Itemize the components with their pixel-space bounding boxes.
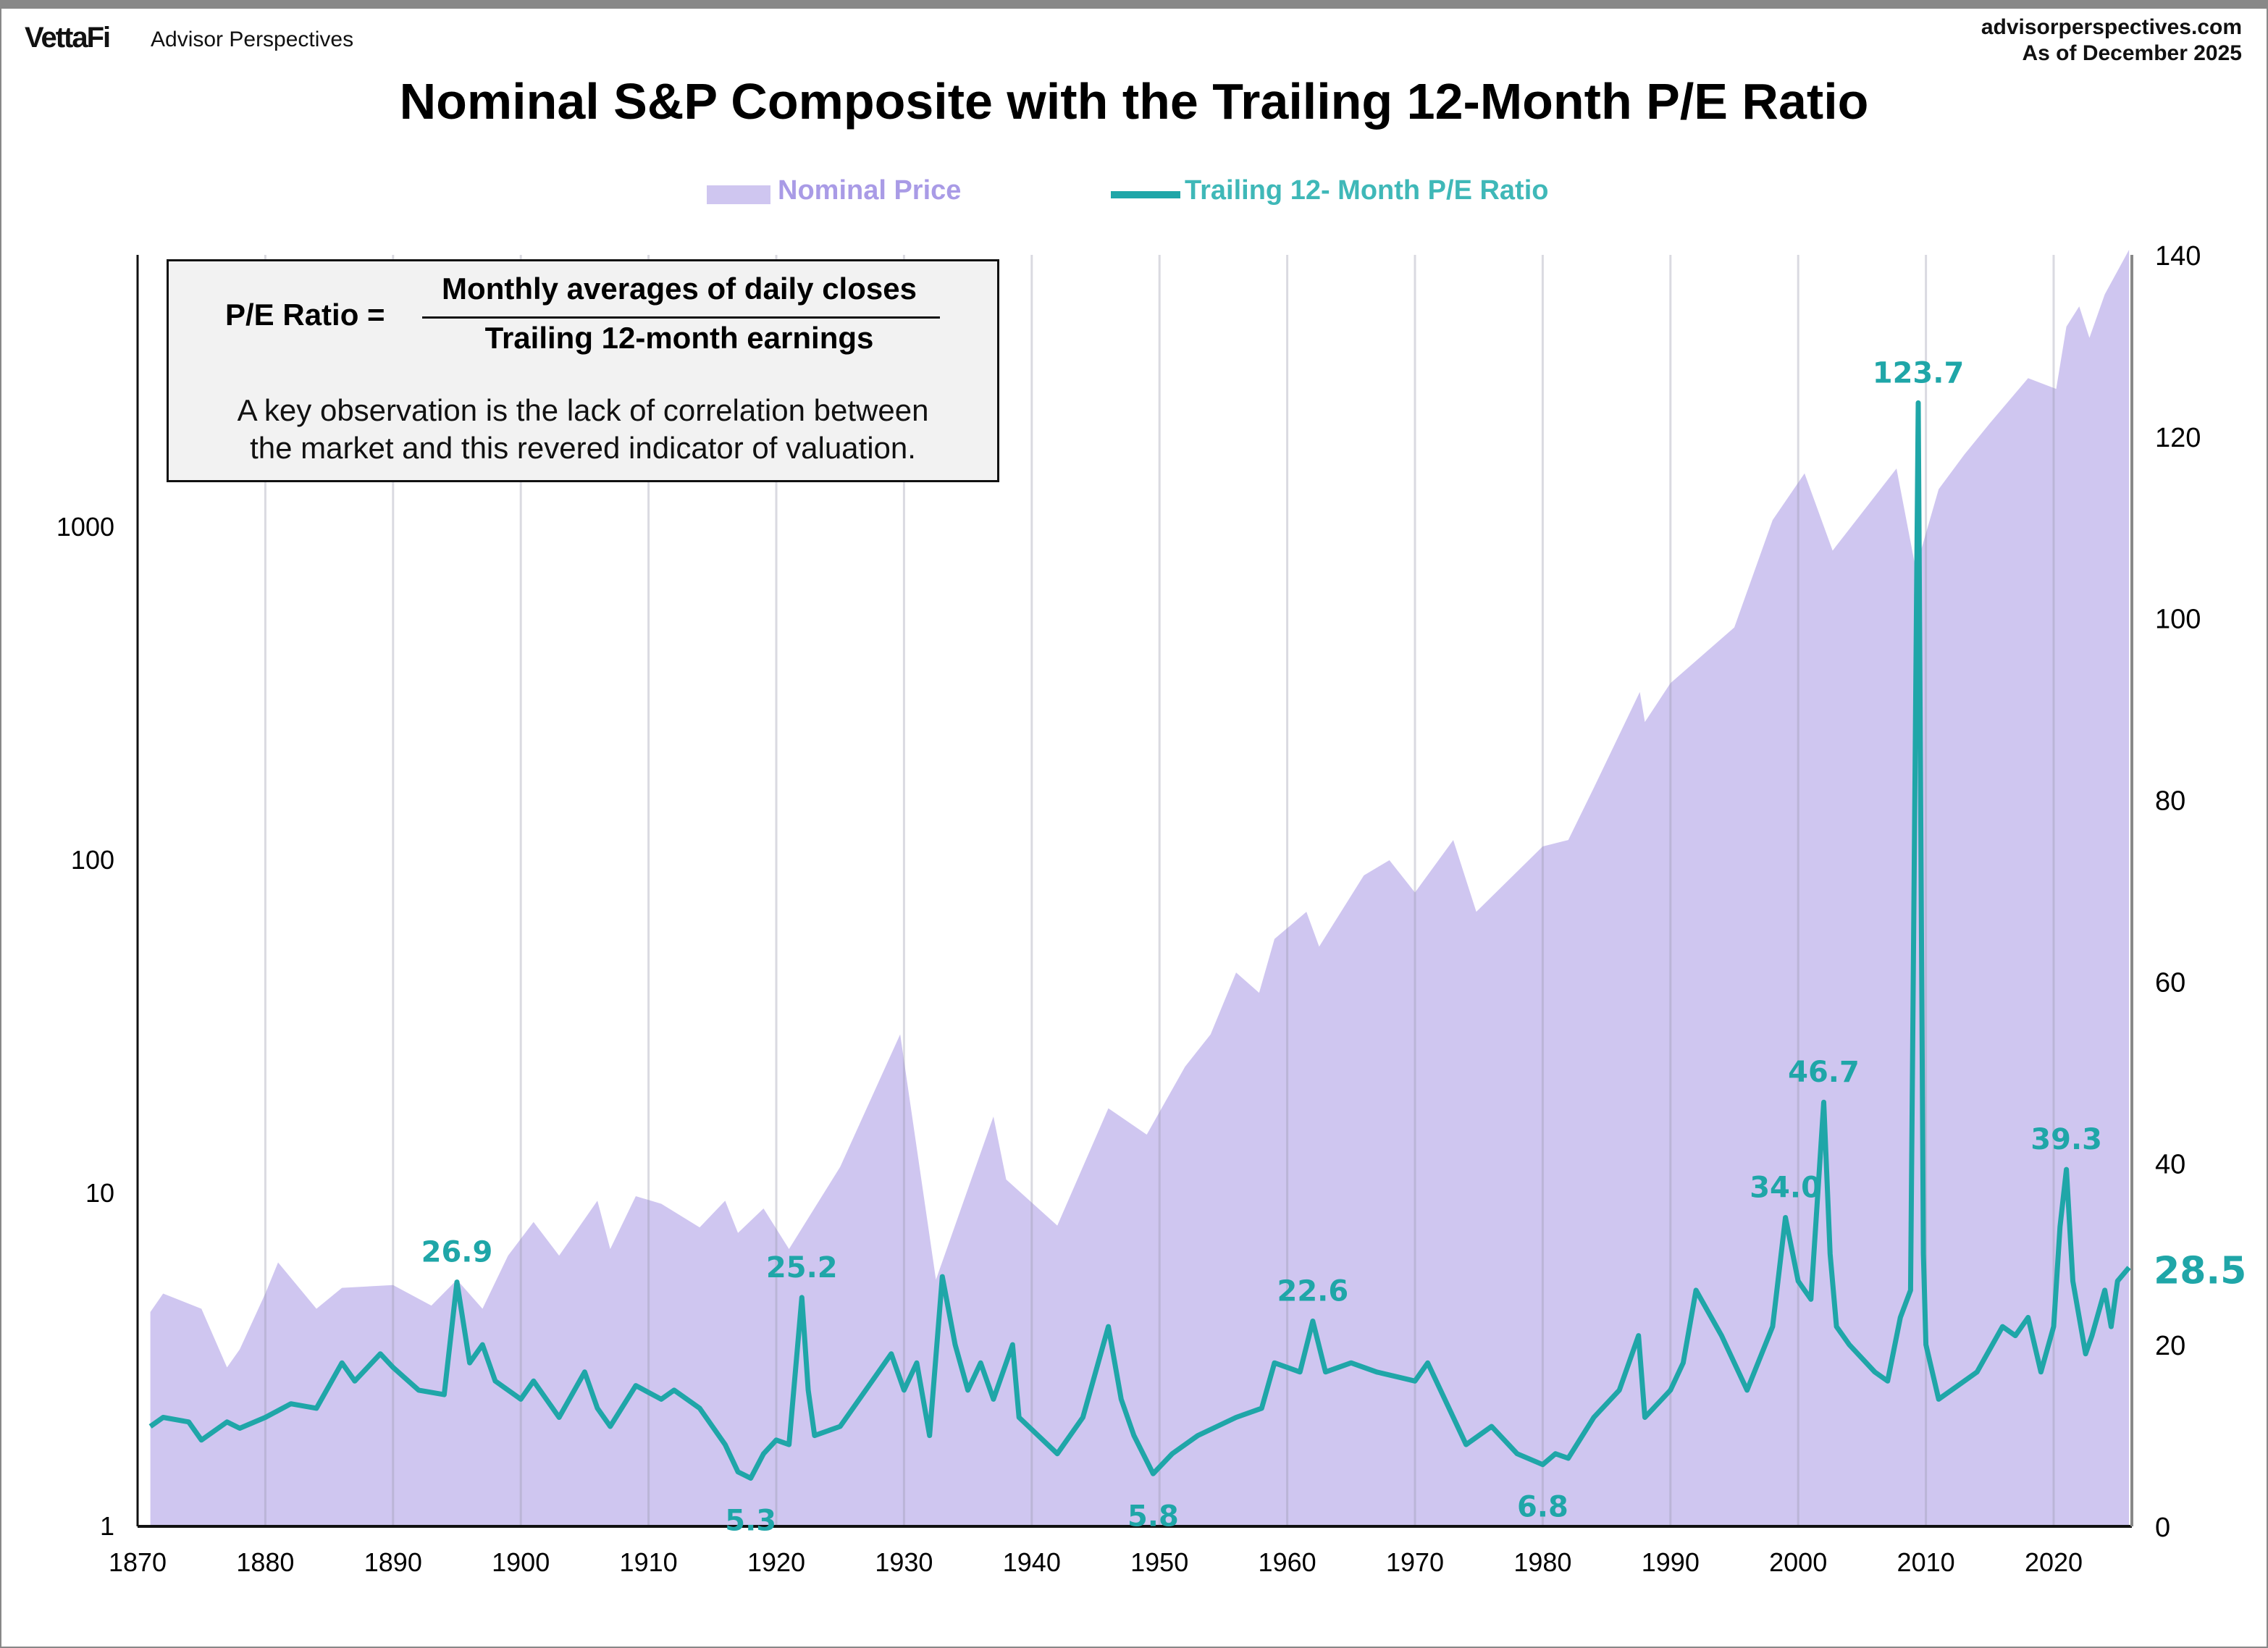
as-of-date: As of December 2025: [2022, 41, 2243, 65]
chart-title: Nominal S&P Composite with the Trailing …: [399, 73, 1869, 130]
pe-annotation-34.0: 34.0: [1750, 1172, 1821, 1205]
info-box: P/E Ratio = Monthly averages of daily cl…: [167, 259, 999, 482]
y-right-tick-20: 20: [2155, 1331, 2185, 1361]
x-tick-2020: 2020: [2025, 1547, 2083, 1577]
y-left-tick-1: 1: [100, 1511, 114, 1541]
x-tick-2000: 2000: [1769, 1547, 1827, 1577]
x-tick-1990: 1990: [1642, 1547, 1700, 1577]
nominal-price-area: [150, 250, 2130, 1526]
pe-annotation-5.3: 5.3: [725, 1505, 776, 1538]
y-right-tick-40: 40: [2155, 1149, 2185, 1180]
x-tick-1900: 1900: [492, 1547, 550, 1577]
y-right-tick-0: 0: [2155, 1513, 2170, 1543]
x-tick-1950: 1950: [1130, 1547, 1188, 1577]
legend-swatch-price: [707, 185, 770, 204]
pe-annotation-26.9: 26.9: [421, 1236, 493, 1269]
y-right-tick-140: 140: [2155, 241, 2201, 272]
pe-annotation-46.7: 46.7: [1788, 1056, 1860, 1089]
x-tick-1920: 1920: [747, 1547, 805, 1577]
formula-denominator: Trailing 12-month earnings: [484, 321, 874, 355]
legend-label-price: Nominal Price: [778, 175, 962, 206]
x-tick-1970: 1970: [1386, 1547, 1444, 1577]
observation-line-2: the market and this revered indicator of…: [250, 431, 916, 465]
pe-ratio-line: [148, 400, 2131, 1481]
x-tick-1880: 1880: [236, 1547, 294, 1577]
fraction-bar: [422, 316, 940, 319]
y-right-tick-120: 120: [2155, 423, 2201, 453]
pe-annotation-22.6: 22.6: [1277, 1275, 1349, 1308]
legend-swatch-pe: [1111, 191, 1180, 198]
y-right-tick-80: 80: [2155, 786, 2185, 817]
y-left-tick-1000: 1000: [56, 512, 114, 542]
x-tick-1960: 1960: [1259, 1547, 1316, 1577]
y-right-tick-100: 100: [2155, 605, 2201, 635]
x-tick-2010: 2010: [1897, 1547, 1955, 1577]
x-tick-1930: 1930: [875, 1547, 933, 1577]
x-tick-1980: 1980: [1513, 1547, 1571, 1577]
x-tick-1890: 1890: [364, 1547, 422, 1577]
y-left-tick-10: 10: [85, 1178, 114, 1208]
pe-annotation-39.3: 39.3: [2030, 1123, 2102, 1156]
source-info: advisorperspectives.com As of December 2…: [1981, 14, 2242, 67]
pe-annotation-25.2: 25.2: [766, 1251, 838, 1285]
source-url: advisorperspectives.com: [1981, 15, 2242, 39]
pe-annotation-123.7: 123.7: [1873, 356, 1965, 390]
observation-text: A key observation is the lack of correla…: [169, 392, 997, 467]
logo-subtitle: Advisor Perspectives: [151, 28, 354, 51]
pe-annotation-28.5: 28.5: [2154, 1250, 2246, 1293]
y-left-tick-100: 100: [71, 845, 114, 875]
legend-label-pe: Trailing 12- Month P/E Ratio: [1185, 175, 1549, 206]
pe-annotation-6.8: 6.8: [1517, 1491, 1568, 1524]
x-tick-1910: 1910: [620, 1547, 678, 1577]
x-tick-1870: 1870: [109, 1547, 167, 1577]
formula-lhs: P/E Ratio =: [225, 298, 385, 332]
formula-numerator: Monthly averages of daily closes: [442, 272, 917, 306]
y-right-tick-60: 60: [2155, 967, 2185, 998]
x-tick-1940: 1940: [1003, 1547, 1061, 1577]
pe-annotation-5.8: 5.8: [1127, 1500, 1179, 1533]
observation-line-1: A key observation is the lack of correla…: [237, 393, 929, 427]
vettafi-logo: VettaFi: [25, 22, 111, 54]
